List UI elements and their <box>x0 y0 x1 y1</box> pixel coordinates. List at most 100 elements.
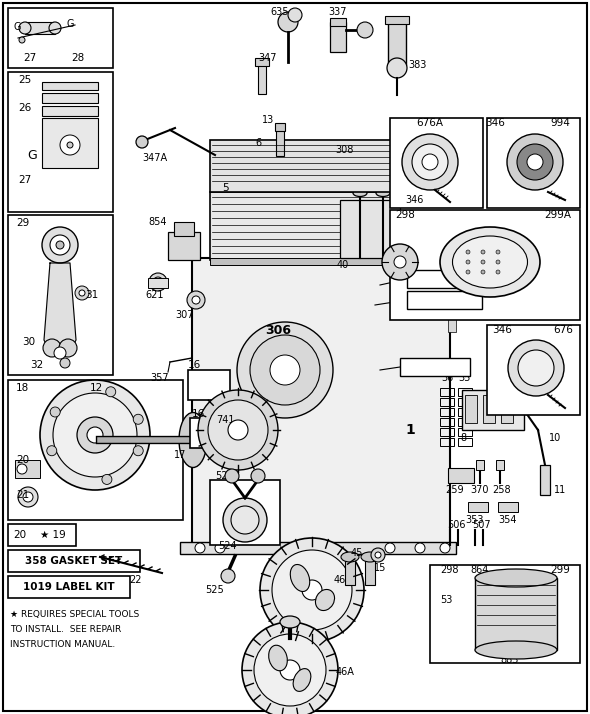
Bar <box>440 408 454 416</box>
Circle shape <box>231 506 259 534</box>
Text: 21: 21 <box>16 490 30 500</box>
Bar <box>390 118 483 208</box>
Circle shape <box>221 569 235 583</box>
Text: 10: 10 <box>549 433 561 443</box>
Circle shape <box>251 469 265 483</box>
Circle shape <box>466 270 470 274</box>
Text: 22: 22 <box>129 575 141 585</box>
Text: INSTRUCTION MANUAL.: INSTRUCTION MANUAL. <box>10 640 115 649</box>
Ellipse shape <box>440 227 540 297</box>
Circle shape <box>242 622 338 714</box>
Text: 32: 32 <box>30 360 43 370</box>
Circle shape <box>18 487 38 507</box>
Ellipse shape <box>341 552 359 562</box>
Bar <box>430 565 580 663</box>
Circle shape <box>43 339 61 357</box>
Bar <box>440 428 454 436</box>
Text: 299: 299 <box>550 565 570 575</box>
Text: 45: 45 <box>351 548 363 558</box>
Circle shape <box>47 446 57 456</box>
Circle shape <box>288 8 302 22</box>
Circle shape <box>53 393 137 477</box>
Text: 308: 308 <box>336 145 354 155</box>
Text: 40: 40 <box>337 260 349 270</box>
Circle shape <box>272 550 352 630</box>
Bar <box>365 557 375 585</box>
Text: 1: 1 <box>405 423 415 437</box>
Bar <box>42 82 98 90</box>
Text: 346: 346 <box>492 325 512 335</box>
Text: 525: 525 <box>206 585 224 595</box>
Bar <box>188 370 230 400</box>
Text: 27: 27 <box>18 175 31 185</box>
Text: 299A: 299A <box>545 210 572 220</box>
Circle shape <box>133 414 143 424</box>
Circle shape <box>496 270 500 274</box>
Bar <box>462 390 524 430</box>
Circle shape <box>481 270 485 274</box>
Bar <box>210 480 280 545</box>
Circle shape <box>237 322 333 418</box>
Circle shape <box>466 250 470 254</box>
Text: 635: 635 <box>271 7 289 17</box>
Circle shape <box>102 474 112 484</box>
Text: 864: 864 <box>471 565 489 575</box>
Text: 18: 18 <box>16 383 30 393</box>
Circle shape <box>17 464 27 474</box>
Circle shape <box>42 227 78 263</box>
Circle shape <box>394 256 406 268</box>
Ellipse shape <box>179 413 207 468</box>
Circle shape <box>50 407 60 417</box>
Text: 1019 LABEL KIT: 1019 LABEL KIT <box>23 582 115 592</box>
Circle shape <box>382 244 418 280</box>
Bar <box>458 388 472 396</box>
Circle shape <box>215 543 225 553</box>
Text: 524: 524 <box>219 541 237 551</box>
Ellipse shape <box>19 22 31 34</box>
Circle shape <box>517 144 553 180</box>
Text: ★ 871: ★ 871 <box>403 362 435 372</box>
Circle shape <box>40 380 150 490</box>
Circle shape <box>270 355 300 385</box>
Text: 621: 621 <box>145 290 163 300</box>
Circle shape <box>87 427 103 443</box>
Text: ★ 870: ★ 870 <box>410 274 442 284</box>
Bar <box>498 502 518 512</box>
Text: 506: 506 <box>447 520 466 530</box>
Bar <box>8 72 113 212</box>
Bar <box>8 576 130 598</box>
Ellipse shape <box>293 668 311 691</box>
Circle shape <box>481 260 485 264</box>
Bar <box>8 380 183 520</box>
Bar <box>483 395 495 423</box>
Text: 15: 15 <box>374 563 386 573</box>
Bar <box>210 192 400 260</box>
Text: 27: 27 <box>24 53 37 63</box>
Circle shape <box>440 543 450 553</box>
Ellipse shape <box>475 569 557 587</box>
Circle shape <box>375 552 381 558</box>
Text: 26: 26 <box>18 103 31 113</box>
Text: 12: 12 <box>90 383 103 393</box>
Text: 9: 9 <box>487 383 493 393</box>
Text: 258: 258 <box>493 485 512 495</box>
Text: 337: 337 <box>329 7 348 17</box>
Text: 358 GASKET SET: 358 GASKET SET <box>25 556 123 566</box>
Bar <box>148 278 168 288</box>
Circle shape <box>371 548 385 562</box>
Bar <box>440 438 454 446</box>
Ellipse shape <box>353 189 367 196</box>
Circle shape <box>260 538 364 642</box>
Ellipse shape <box>268 645 287 670</box>
Ellipse shape <box>316 590 335 610</box>
Ellipse shape <box>376 189 390 196</box>
Bar <box>8 8 113 68</box>
Circle shape <box>254 634 326 706</box>
Bar <box>448 272 456 288</box>
Bar <box>345 557 355 585</box>
Circle shape <box>187 291 205 309</box>
Circle shape <box>508 340 564 396</box>
Text: 676A: 676A <box>417 118 444 128</box>
Bar <box>340 200 400 258</box>
Circle shape <box>56 241 64 249</box>
